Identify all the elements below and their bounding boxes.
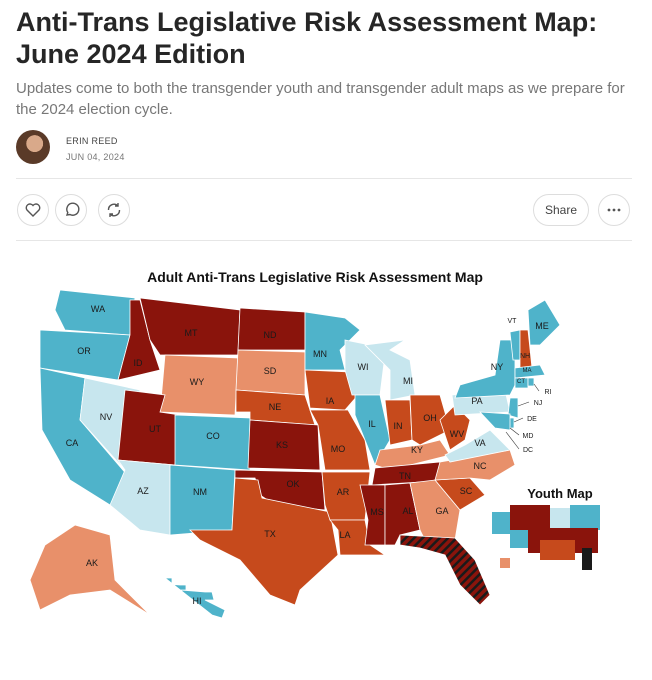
state — [479, 411, 511, 431]
state-label: RI — [545, 389, 552, 396]
state-label: CA — [66, 438, 79, 448]
state — [54, 289, 136, 336]
state — [409, 394, 451, 446]
state-label: ND — [264, 330, 277, 340]
state-label: WA — [91, 304, 105, 314]
state-label: MI — [403, 376, 413, 386]
state-label: NC — [474, 461, 487, 471]
state-label: NE — [269, 402, 282, 412]
state-label: WY — [190, 377, 205, 387]
author-avatar[interactable] — [16, 130, 50, 164]
risk-map: Adult Anti-Trans Legislative Risk Assess… — [16, 254, 632, 668]
state — [163, 577, 226, 619]
leader-line — [517, 401, 530, 407]
share-button[interactable]: Share — [533, 194, 589, 226]
divider — [16, 240, 632, 241]
state-label: MO — [331, 444, 346, 454]
state — [507, 397, 519, 419]
state-label: KS — [276, 440, 288, 450]
state — [304, 369, 359, 411]
state-label: SD — [264, 366, 277, 376]
state — [247, 419, 321, 471]
state — [527, 299, 561, 346]
state-label: NJ — [534, 400, 543, 407]
state — [439, 404, 471, 451]
state — [514, 377, 529, 389]
inset-title: Youth Map — [527, 486, 593, 501]
state-label: MA — [523, 368, 532, 374]
post-date: JUN 04, 2024 — [66, 152, 125, 162]
state — [309, 409, 371, 471]
state-label: IN — [394, 421, 403, 431]
more-button[interactable] — [598, 194, 630, 226]
leader-line — [513, 417, 524, 423]
state-label: DC — [523, 447, 533, 454]
state — [237, 307, 306, 351]
state-label: TN — [399, 471, 411, 481]
state — [359, 484, 386, 546]
state-label: MD — [523, 433, 534, 440]
state — [364, 339, 416, 401]
state-label: CT — [517, 379, 525, 385]
state-label: OH — [423, 413, 437, 423]
state-label: HI — [193, 596, 202, 606]
state — [159, 354, 239, 416]
state-label: NV — [100, 412, 113, 422]
state — [117, 299, 161, 381]
state-label: ID — [134, 358, 144, 368]
state-label: SC — [460, 486, 473, 496]
state-label: AZ — [137, 486, 149, 496]
state — [189, 477, 339, 606]
divider — [16, 178, 632, 179]
state — [399, 534, 491, 606]
state — [329, 519, 387, 556]
state-label: ME — [535, 321, 549, 331]
like-button[interactable] — [17, 194, 49, 226]
state-label: DE — [527, 416, 537, 423]
state-label: MN — [313, 349, 327, 359]
state-label: UT — [149, 424, 161, 434]
state — [174, 414, 251, 471]
state-label: WI — [358, 362, 369, 372]
state — [139, 297, 241, 356]
state-label: NH — [520, 353, 530, 360]
state-label: MS — [370, 507, 384, 517]
restack-button[interactable] — [98, 194, 130, 226]
comment-button[interactable] — [55, 194, 87, 226]
state-label: PA — [471, 396, 482, 406]
state-label: AK — [86, 558, 98, 568]
state — [29, 524, 151, 616]
state-label: VT — [508, 318, 518, 325]
leader-line — [509, 427, 520, 436]
author-name[interactable]: ERIN REED — [66, 136, 118, 146]
state-label: NM — [193, 487, 207, 497]
map-title: Adult Anti-Trans Legislative Risk Assess… — [147, 269, 483, 285]
state-label: TX — [264, 529, 276, 539]
leader-line — [505, 431, 520, 450]
article-title: Anti-Trans Legislative Risk Assessment M… — [16, 7, 598, 69]
article-subtitle: Updates come to both the transgender you… — [16, 80, 625, 118]
state-label: IL — [368, 419, 376, 429]
state-label: WV — [450, 429, 465, 439]
state — [444, 429, 511, 463]
state-label: VA — [474, 438, 485, 448]
state-label: KY — [411, 445, 423, 455]
state-label: NY — [491, 362, 504, 372]
state-label: AR — [337, 487, 350, 497]
state-label: GA — [435, 506, 448, 516]
state-label: LA — [339, 530, 350, 540]
state-label: CO — [206, 431, 220, 441]
state-label: OK — [286, 479, 299, 489]
state-label: MT — [185, 328, 198, 338]
state — [454, 339, 516, 399]
state — [169, 464, 236, 536]
leader-line — [533, 383, 540, 392]
state-label: AL — [402, 506, 413, 516]
state — [527, 377, 535, 387]
state-label: IA — [326, 396, 335, 406]
state-label: OR — [77, 346, 91, 356]
youth-map-inset — [492, 505, 600, 570]
state — [514, 364, 546, 379]
